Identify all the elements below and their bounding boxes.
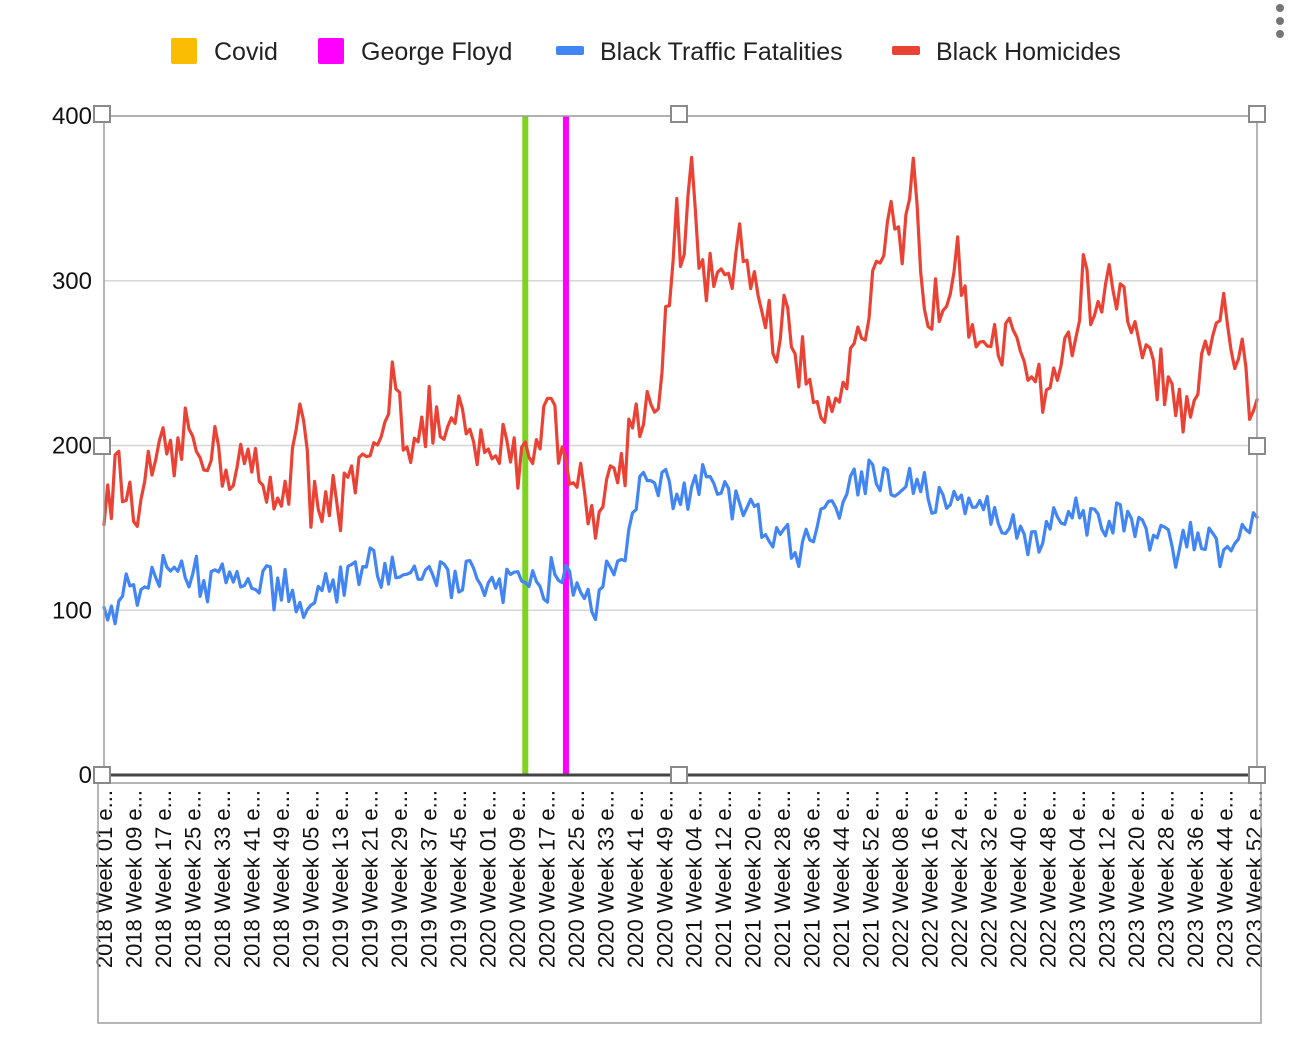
y-gridlines [104,115,1257,776]
x-tick-label: 2022 Week 24 e... [947,790,972,968]
resize-handle[interactable] [93,105,111,123]
x-tick-label: 2021 Week 04 e... [682,790,707,968]
x-tick-label: 2022 Week 40 e... [1006,790,1031,968]
legend-label-traffic: Black Traffic Fatalities [600,38,843,66]
y-tick-label: 300 [52,268,92,295]
x-tick-label: 2018 Week 49 e... [269,790,294,968]
x-tick-label: 2021 Week 20 e... [741,790,766,968]
x-tick-label: 2020 Week 33 e... [593,790,618,968]
legend-swatch-covid [171,38,197,64]
legend-label-george-floyd: George Floyd [361,38,512,66]
x-tick-label: 2022 Week 16 e... [918,790,943,968]
x-tick-label: 2018 Week 41 e... [239,790,264,968]
x-tick-label: 2021 Week 28 e... [770,790,795,968]
legend-label-homicides: Black Homicides [936,38,1121,66]
x-tick-label: 2020 Week 09 e... [505,790,530,968]
legend-swatch-homicides [892,46,920,55]
series-lines [102,155,1259,626]
x-tick-label: 2019 Week 29 e... [387,790,412,968]
x-tick-label: 2023 Week 04 e... [1065,790,1090,968]
series-line-black-homicides [102,155,1259,540]
x-tick-label: 2018 Week 09 e... [122,790,147,968]
legend-swatch-george-floyd [318,38,344,64]
x-tick-label: 2018 Week 01 e... [92,790,117,968]
x-tick-label: 2020 Week 25 e... [564,790,589,968]
resize-handle[interactable] [1248,766,1266,784]
y-tick-label: 0 [79,762,92,789]
selection-handles[interactable] [93,105,1266,784]
resize-handle[interactable] [670,105,688,123]
resize-handle[interactable] [670,766,688,784]
x-tick-label: 2018 Week 25 e... [181,790,206,968]
resize-handle[interactable] [1248,105,1266,123]
x-tick-label: 2020 Week 49 e... [652,790,677,968]
x-tick-label: 2019 Week 37 e... [416,790,441,968]
x-tick-label: 2019 Week 21 e... [357,790,382,968]
resize-handle[interactable] [93,766,111,784]
x-tick-label: 2021 Week 44 e... [829,790,854,968]
y-tick-label: 400 [52,103,92,130]
x-tick-label: 2018 Week 17 e... [151,790,176,968]
resize-handle[interactable] [93,437,111,455]
x-tick-label: 2019 Week 45 e... [446,790,471,968]
kebab-menu-icon[interactable] [1276,4,1284,38]
x-tick-label: 2018 Week 33 e... [210,790,235,968]
x-tick-label: 2022 Week 48 e... [1036,790,1061,968]
y-tick-label: 200 [52,433,92,460]
x-tick-label: 2021 Week 52 e... [859,790,884,968]
x-tick-label: 2020 Week 01 e... [475,790,500,968]
x-tick-label: 2021 Week 12 e... [711,790,736,968]
series-line-black-traffic-fatalities [102,458,1259,626]
legend-swatch-traffic [556,46,584,55]
x-axis-ticks: 2018 Week 01 e... 2018 Week 09 e... 2018 W… [92,790,1267,968]
x-tick-label: 2019 Week 13 e... [328,790,353,968]
legend-label-covid: Covid [214,38,278,66]
x-tick-label: 2020 Week 17 e... [534,790,559,968]
y-tick-label: 100 [52,597,92,624]
x-tick-label: 2022 Week 32 e... [977,790,1002,968]
x-tick-label: 2023 Week 28 e... [1154,790,1179,968]
x-tick-label: 2023 Week 52 e... [1242,790,1267,968]
y-axis-ticks: 0 100 200 300 400 [52,103,92,789]
x-tick-label: 2023 Week 36 e... [1183,790,1208,968]
x-tick-label: 2022 Week 08 e... [888,790,913,968]
x-tick-label: 2023 Week 12 e... [1095,790,1120,968]
chart-legend: Covid George Floyd Black Traffic Fatalit… [171,38,1121,66]
resize-handle[interactable] [1248,437,1266,455]
x-tick-label: 2023 Week 20 e... [1124,790,1149,968]
x-tick-label: 2023 Week 44 e... [1213,790,1238,968]
x-tick-label: 2019 Week 05 e... [298,790,323,968]
x-tick-label: 2020 Week 41 e... [623,790,648,968]
x-tick-label: 2021 Week 36 e... [800,790,825,968]
